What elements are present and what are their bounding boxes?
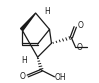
Text: O: O (78, 21, 84, 30)
Polygon shape (20, 13, 36, 30)
Text: H: H (44, 7, 50, 16)
Text: OH: OH (55, 73, 67, 82)
Text: H: H (21, 56, 27, 65)
Text: O: O (77, 43, 83, 52)
Text: O: O (19, 72, 25, 81)
